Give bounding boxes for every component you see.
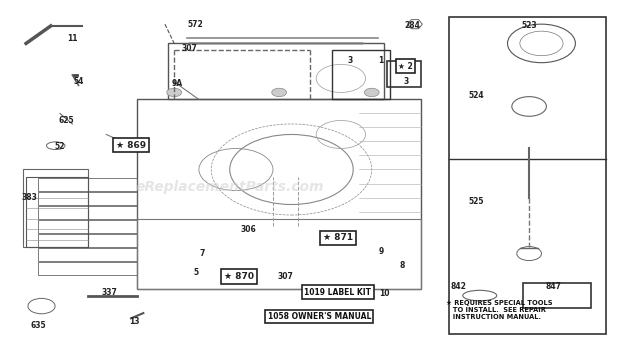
Text: 525: 525 (469, 197, 484, 205)
Text: 524: 524 (469, 91, 484, 101)
Text: ★ 871: ★ 871 (323, 233, 353, 242)
Text: 9A: 9A (172, 79, 183, 88)
Text: 3: 3 (403, 77, 409, 86)
Text: 337: 337 (102, 288, 117, 297)
Text: ★ 2: ★ 2 (398, 62, 413, 71)
Text: 847: 847 (546, 282, 562, 291)
Bar (332, 50, 390, 100)
Text: 523: 523 (521, 22, 537, 30)
Bar (449, 17, 606, 334)
Text: 7: 7 (199, 249, 205, 258)
Text: 306: 306 (241, 225, 256, 234)
Text: 5: 5 (193, 268, 198, 277)
Text: 9: 9 (378, 247, 384, 256)
Text: ★ REQUIRES SPECIAL TOOLS
   TO INSTALL.  SEE REPAIR
   INSTRUCTION MANUAL.: ★ REQUIRES SPECIAL TOOLS TO INSTALL. SEE… (446, 300, 552, 319)
Text: ★ 870: ★ 870 (224, 272, 254, 281)
Circle shape (272, 88, 286, 97)
Text: 52: 52 (55, 142, 65, 151)
Circle shape (365, 88, 379, 97)
Text: 1058 OWNER'S MANUAL: 1058 OWNER'S MANUAL (268, 312, 371, 321)
Text: 54: 54 (73, 77, 84, 86)
Text: 1019 LABEL KIT: 1019 LABEL KIT (304, 288, 371, 297)
Text: eReplacementParts.com: eReplacementParts.com (136, 180, 324, 194)
Text: 635: 635 (30, 321, 46, 330)
Text: 572: 572 (188, 20, 204, 29)
Bar (387, 61, 421, 87)
Text: 307: 307 (277, 272, 293, 281)
Text: 625: 625 (58, 116, 74, 125)
Text: 8: 8 (400, 261, 405, 270)
Text: 10: 10 (379, 289, 389, 298)
Bar (523, 283, 591, 308)
Circle shape (167, 88, 182, 97)
Text: ★ 869: ★ 869 (116, 140, 146, 149)
Text: 284: 284 (404, 22, 420, 30)
Text: 307: 307 (182, 44, 198, 53)
Bar (26, 176, 88, 246)
Text: 1: 1 (378, 56, 384, 65)
Text: 13: 13 (129, 317, 140, 326)
Text: 383: 383 (21, 193, 37, 202)
Text: 3: 3 (347, 56, 353, 65)
Text: 842: 842 (450, 282, 466, 291)
Text: 11: 11 (67, 34, 78, 43)
